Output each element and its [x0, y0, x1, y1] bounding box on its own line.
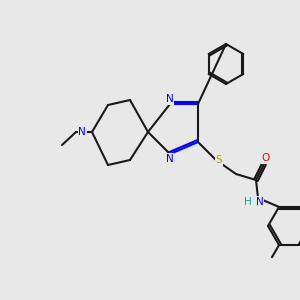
Text: N: N: [78, 127, 86, 137]
Text: N: N: [166, 154, 174, 164]
Text: H: H: [244, 197, 252, 207]
Text: S: S: [216, 155, 222, 165]
Text: N: N: [256, 197, 264, 207]
Text: O: O: [262, 153, 270, 163]
Text: N: N: [166, 94, 174, 104]
